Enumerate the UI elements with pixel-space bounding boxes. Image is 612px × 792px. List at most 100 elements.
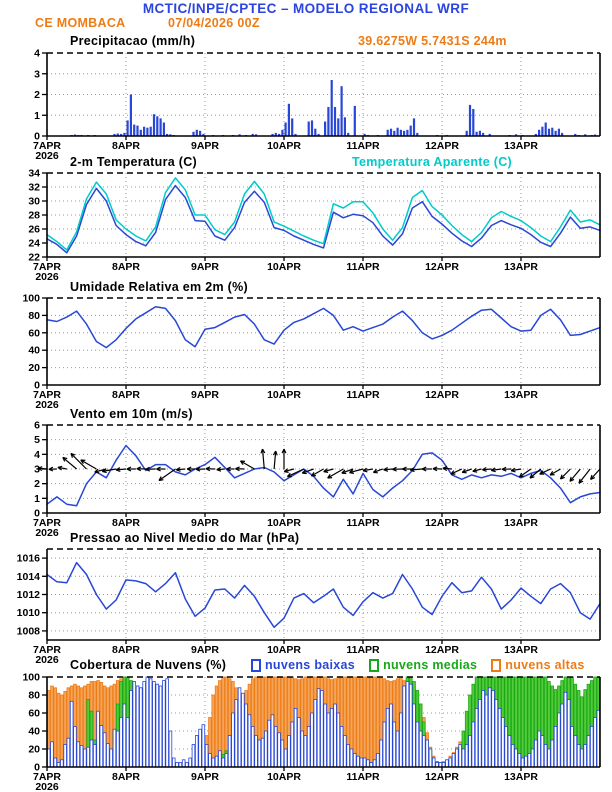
cloud-bar (73, 726, 77, 768)
cloud-bar (464, 744, 469, 768)
wind-vector (302, 468, 314, 474)
cloud-bar (323, 703, 327, 768)
cloud-bar (553, 726, 558, 768)
wind-vector (323, 468, 334, 473)
wind-vector-head (421, 468, 427, 472)
precip-bar (281, 129, 284, 136)
cloud-bar (540, 735, 545, 768)
x-tick-label: 8APR (112, 517, 140, 529)
wind-vector (560, 468, 571, 480)
precip-bar (538, 129, 541, 136)
precip-bar (149, 126, 152, 136)
precip-bar (294, 133, 297, 136)
cloud-bar (590, 726, 594, 768)
cloud-bar (385, 708, 390, 768)
wind-vector (284, 468, 295, 473)
wind-vector (373, 468, 384, 473)
y-tick-label: 100 (22, 672, 40, 684)
cloud-bar (366, 676, 370, 768)
cloud-bar (580, 748, 584, 768)
cloud-bar (366, 759, 370, 768)
cloud-bar (560, 703, 564, 768)
cloud-bar (218, 750, 222, 768)
x-tick-label: 10APR (267, 261, 301, 273)
precip-bar (557, 128, 560, 136)
y-tick-label: 1014 (17, 571, 41, 583)
wind-vector-head (590, 477, 596, 480)
wind-vector-head (115, 469, 121, 472)
cloud-bar (99, 725, 104, 768)
cloud-bar (412, 703, 416, 768)
legend-item-nuvens-altas: nuvens altas (491, 658, 584, 672)
cloud-bar (573, 735, 578, 768)
wind-vector-head (48, 468, 54, 472)
cloud-bar (60, 694, 64, 768)
cloud-bar (524, 676, 528, 768)
y-tick-label: 6 (34, 420, 40, 432)
precip-bar (238, 134, 241, 136)
precip-bar (554, 130, 557, 136)
cloud-bar (83, 748, 87, 768)
wind-vector (482, 468, 492, 471)
precip-bar (169, 134, 172, 136)
precip-bar (307, 121, 310, 136)
nuvens-medias-swatch-icon (369, 658, 380, 672)
precip-bar (166, 133, 169, 136)
cloud-bar (214, 755, 219, 768)
cloud-bar (471, 721, 475, 768)
cloud-bar (300, 730, 304, 768)
y-tick-label: 34 (28, 168, 40, 180)
cloud-bar (520, 757, 525, 768)
precip-bar (287, 103, 290, 136)
cloud-bar (303, 735, 308, 768)
precip-bar (561, 132, 564, 136)
cloud-bar (313, 699, 317, 768)
panel-title-humidity: Umidade Relativa em 2m (%) (70, 280, 248, 294)
cloud-bar (63, 744, 67, 768)
wind-vector-head (235, 468, 240, 472)
y-tick-label: 32 (28, 182, 40, 194)
y-tick-label: 1008 (17, 625, 41, 637)
cloud-bar (247, 714, 252, 768)
y-tick-label: 2 (34, 478, 40, 490)
cloud-bar (352, 753, 357, 768)
cloud-bar (570, 726, 574, 768)
x-year-label: 2026 (35, 654, 59, 666)
series-line (46, 305, 601, 349)
wind-vector-head (205, 468, 211, 472)
wind-vector-head (442, 467, 448, 472)
wind-vector (529, 468, 542, 479)
x-tick-label: 8APR (112, 261, 140, 273)
cloud-bar (520, 676, 525, 768)
x-tick-label: 7APR (33, 771, 61, 783)
cloud-bar (283, 748, 288, 768)
wind-vector-head (482, 469, 487, 472)
y-tick-label: 4 (34, 48, 40, 60)
cloud-bar (69, 700, 74, 768)
x-year-label: 2026 (35, 527, 59, 539)
precip-bar (274, 132, 277, 136)
precip-bar (284, 122, 287, 136)
cloud-bar (527, 753, 532, 768)
precip-bar (139, 129, 142, 136)
wind-vector-head (156, 468, 161, 472)
cloud-bar (208, 753, 212, 768)
precip-bar (136, 125, 139, 136)
cloud-bar (106, 743, 110, 768)
cloud-bar (264, 730, 268, 768)
y-tick-label: 0 (34, 380, 40, 392)
cloud-bar (171, 757, 176, 768)
wind-vector-head (186, 468, 192, 472)
cloud-bar (468, 735, 472, 768)
cloud-bar (567, 699, 571, 768)
cloud-bar (139, 687, 143, 768)
panel-title-precipitation: Precipitacao (mm/h) (70, 34, 196, 48)
wind-vector (450, 468, 463, 475)
cloud-bar (277, 732, 281, 768)
cloud-bar (250, 726, 255, 768)
cloud-bar (336, 712, 341, 768)
nuvens-baixas-swatch-icon (251, 658, 261, 672)
wind-vector (327, 468, 344, 479)
x-tick-label: 12APR (425, 517, 459, 529)
